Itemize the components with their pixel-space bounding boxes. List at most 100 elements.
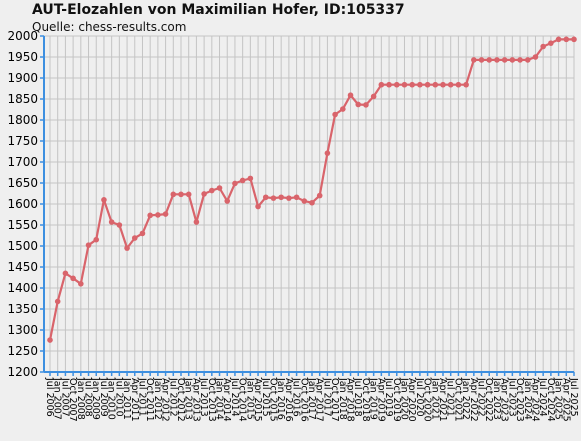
x-tick-label: Oct 2015: [267, 378, 278, 422]
x-tick-label: Jul 2009: [98, 377, 109, 417]
x-tick-label: Oct 2018: [360, 378, 371, 422]
data-point: [340, 106, 346, 112]
data-point: [239, 177, 246, 184]
data-point: [440, 81, 446, 88]
data-point: [540, 43, 546, 50]
data-point: [563, 36, 570, 43]
data-point: [393, 81, 400, 88]
x-tick-label: Oct 2014: [237, 378, 248, 422]
x-tick-label: Jan 2022: [460, 377, 471, 420]
y-tick-label: 1600: [7, 197, 38, 211]
x-tick-label: Jan 2019: [368, 377, 379, 420]
x-tick-label: Jul 2011: [136, 377, 147, 417]
data-point: [401, 81, 408, 88]
x-tick-label: Jan 2024: [522, 377, 533, 420]
chart-title: AUT-Elozahlen von Maximilian Hofer, ID:1…: [32, 2, 405, 18]
data-point: [478, 57, 485, 63]
y-tick-label: 1450: [7, 260, 38, 274]
y-tick-label: 1350: [7, 302, 38, 316]
data-point: [170, 191, 177, 198]
x-tick-label: Apr 2011: [129, 378, 140, 422]
x-tick-label: Jul 2023: [506, 377, 517, 417]
data-point: [270, 195, 277, 201]
x-tick-label: Apr 2025: [560, 378, 571, 422]
y-tick-label: 1950: [7, 50, 38, 64]
x-tick-label: Jan 2009: [90, 377, 101, 420]
x-tick-label: Jul 2012: [167, 377, 178, 417]
x-tick-label: Jan 2017: [306, 377, 317, 420]
data-point: [255, 203, 261, 210]
data-point: [178, 191, 184, 198]
data-point: [417, 81, 423, 88]
x-tick-label: Apr 2019: [375, 378, 386, 422]
x-tick-label: Apr 2018: [345, 378, 356, 422]
x-tick-label: Oct 2011: [144, 378, 155, 422]
data-point: [185, 191, 192, 198]
data-point: [370, 93, 377, 100]
x-tick-label: Jan 2021: [429, 377, 440, 420]
y-tick-label: 1750: [7, 134, 38, 148]
data-point: [509, 57, 516, 63]
x-tick-label: Apr 2024: [529, 378, 540, 422]
y-tick-label: 1800: [7, 113, 38, 127]
data-point: [378, 81, 385, 88]
y-tick-label: 1850: [7, 92, 38, 106]
data-point: [162, 211, 169, 217]
x-tick-label: Jan 2025: [553, 377, 564, 420]
x-tick-label: Oct 2022: [483, 378, 494, 422]
data-point: [524, 57, 531, 63]
data-point: [293, 194, 300, 201]
data-point: [355, 101, 362, 108]
x-tick-label: Oct 2013: [206, 378, 217, 422]
data-point: [463, 81, 469, 88]
data-point: [131, 235, 138, 241]
data-point: [409, 81, 415, 88]
x-tick-label: Jan 2010: [106, 377, 117, 420]
data-point: [347, 92, 354, 99]
data-point: [532, 54, 539, 60]
data-point: [301, 198, 308, 204]
data-point: [262, 194, 269, 201]
data-point: [47, 337, 53, 343]
data-point: [424, 81, 431, 88]
data-point: [501, 57, 508, 63]
data-point: [62, 270, 69, 277]
x-tick-label: Jul 2017: [321, 377, 332, 417]
x-tick-label: Apr 2020: [406, 378, 417, 422]
data-point: [147, 212, 153, 219]
data-point: [108, 219, 115, 225]
data-point: [139, 230, 146, 237]
y-tick-label: 1400: [7, 281, 38, 295]
x-tick-label: Apr 2013: [190, 378, 201, 422]
data-point: [471, 57, 477, 63]
x-tick-label: Oct 2024: [545, 378, 556, 422]
x-tick-label: Jul 2015: [260, 377, 271, 417]
x-tick-label: Apr 2012: [160, 378, 171, 422]
x-tick-label: Jan 2015: [244, 377, 255, 420]
data-point: [54, 298, 61, 305]
data-point: [155, 212, 161, 218]
x-tick-label: Oct 2023: [514, 378, 525, 422]
x-tick-label: Jan 2023: [491, 377, 502, 420]
data-point: [247, 175, 254, 182]
x-tick-label: Oct 2016: [298, 378, 309, 422]
data-point: [101, 197, 107, 203]
y-tick-label: 1650: [7, 176, 38, 190]
data-point: [447, 81, 454, 88]
x-tick-label: Jan 2007: [52, 377, 63, 420]
x-tick-label: Jan 2018: [337, 377, 348, 420]
x-tick-label: Jul 2019: [383, 377, 394, 417]
data-point: [517, 57, 523, 63]
data-point: [116, 222, 123, 228]
x-tick-label: Jul 2008: [83, 377, 94, 417]
x-tick-label: Apr 2021: [437, 378, 448, 422]
data-point: [224, 198, 231, 204]
y-tick-label: 2000: [7, 29, 38, 43]
data-point: [571, 36, 577, 43]
x-tick-label: Jul 2006: [44, 377, 55, 417]
x-tick-label: Jul 2022: [476, 377, 487, 417]
data-point: [548, 40, 554, 46]
x-tick-label: Oct 2019: [391, 378, 402, 422]
x-tick-label: Jul 2014: [229, 377, 240, 417]
